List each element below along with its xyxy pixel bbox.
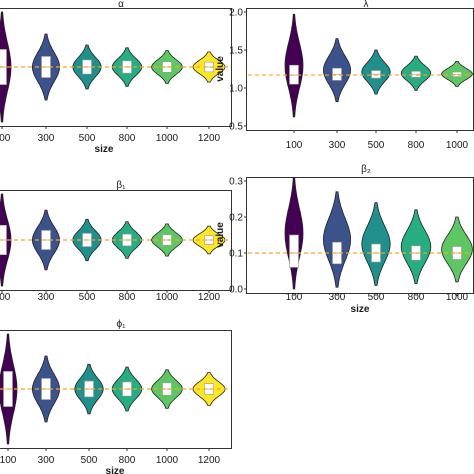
y-tick-label: 0.1 xyxy=(229,249,243,260)
y-tick-label: 1.0 xyxy=(229,84,243,95)
panel-beta1: β₁ 100 300 500 800 1000 1200 xyxy=(0,180,232,303)
x-tick-label: 100 xyxy=(0,133,11,144)
x-tick-label: 1200 xyxy=(198,455,221,466)
x-tick-label: 1000 xyxy=(446,140,469,151)
panel-phi1: ϕ₁ 100 300 500 800 1000 1200 size xyxy=(0,319,232,474)
panel-title: λ xyxy=(364,0,369,10)
x-tick-label: 500 xyxy=(81,455,98,466)
x-tick-label: 800 xyxy=(119,292,136,303)
x-tick-label: 500 xyxy=(79,292,96,303)
x-tick-label: 100 xyxy=(286,140,303,151)
y-tick-label: 0.2 xyxy=(229,213,243,224)
x-axis-title: size xyxy=(106,466,125,474)
x-tick-label: 1200 xyxy=(198,292,221,303)
panel-frame xyxy=(246,177,474,294)
x-tick-label: 1000 xyxy=(156,133,179,144)
x-tick-label: 1000 xyxy=(156,455,179,466)
y-tick-label: 2.0 xyxy=(229,8,243,19)
x-tick-label: 800 xyxy=(408,140,425,151)
x-axis-title: size xyxy=(95,144,114,155)
y-tick-label: 0.5 xyxy=(229,122,243,133)
x-tick-label: 800 xyxy=(119,455,136,466)
x-tick-label: 100 xyxy=(0,455,17,466)
x-axis-title: size xyxy=(351,304,370,315)
x-tick-label: 500 xyxy=(368,140,385,151)
x-tick-label: 100 xyxy=(286,292,303,303)
panel-alpha: α 100 300 500 800 1000 1200 size xyxy=(0,0,232,155)
boxplot-100 xyxy=(289,234,299,268)
x-tick-label: 1000 xyxy=(156,292,179,303)
y-tick-label: 1.5 xyxy=(229,46,243,57)
panel-title: β₂ xyxy=(361,164,371,175)
y-tick-label: 0.0 xyxy=(229,285,243,296)
x-tick-label: 500 xyxy=(368,292,385,303)
panel-lambda: λ 0.5 1.0 1.5 2.0 value 100 300 500 800 1000 xyxy=(215,0,474,151)
y-tick-label: 0.3 xyxy=(229,177,243,188)
x-tick-label: 300 xyxy=(38,292,55,303)
x-tick-label: 300 xyxy=(38,455,55,466)
x-tick-label: 500 xyxy=(79,133,96,144)
x-tick-label: 800 xyxy=(408,292,425,303)
violin-300 xyxy=(322,191,352,288)
y-axis-title: value xyxy=(215,56,226,82)
panel-title: ϕ₁ xyxy=(117,319,127,330)
x-tick-label: 300 xyxy=(329,292,346,303)
x-tick-label: 100 xyxy=(0,292,11,303)
panel-title: α xyxy=(118,0,124,10)
x-tick-label: 300 xyxy=(329,140,346,151)
panel-beta2: β₂ 0.0 0.1 0.2 0.3 value 100 300 500 800 1000 size xyxy=(215,164,474,315)
x-tick-label: 300 xyxy=(38,133,55,144)
x-tick-label: 800 xyxy=(119,133,136,144)
x-tick-label: 1200 xyxy=(198,133,221,144)
panel-frame xyxy=(246,8,474,131)
y-axis-title: value xyxy=(215,222,226,248)
panel-title: β₁ xyxy=(116,180,126,191)
x-tick-label: 1000 xyxy=(446,292,469,303)
